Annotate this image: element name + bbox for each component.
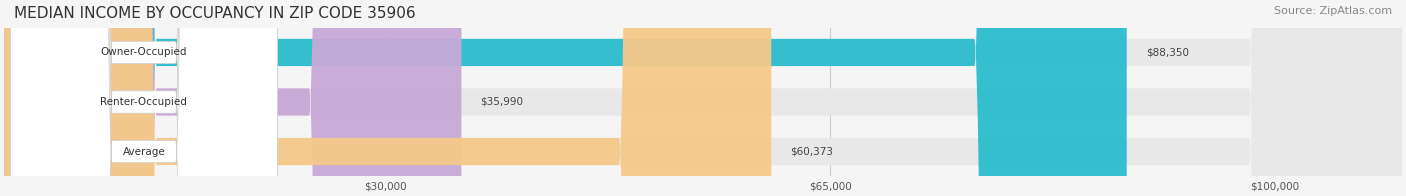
FancyBboxPatch shape [4,0,772,196]
FancyBboxPatch shape [4,0,461,196]
FancyBboxPatch shape [4,0,1402,196]
Text: Owner-Occupied: Owner-Occupied [101,47,187,57]
FancyBboxPatch shape [10,0,277,196]
Text: Renter-Occupied: Renter-Occupied [100,97,187,107]
Text: $35,990: $35,990 [481,97,523,107]
FancyBboxPatch shape [4,0,1402,196]
FancyBboxPatch shape [4,0,1126,196]
Text: Source: ZipAtlas.com: Source: ZipAtlas.com [1274,6,1392,16]
Text: $88,350: $88,350 [1146,47,1189,57]
Text: Average: Average [122,147,166,157]
FancyBboxPatch shape [10,0,277,196]
FancyBboxPatch shape [4,0,1402,196]
Text: MEDIAN INCOME BY OCCUPANCY IN ZIP CODE 35906: MEDIAN INCOME BY OCCUPANCY IN ZIP CODE 3… [14,6,416,21]
Text: $60,373: $60,373 [790,147,834,157]
FancyBboxPatch shape [10,0,277,196]
